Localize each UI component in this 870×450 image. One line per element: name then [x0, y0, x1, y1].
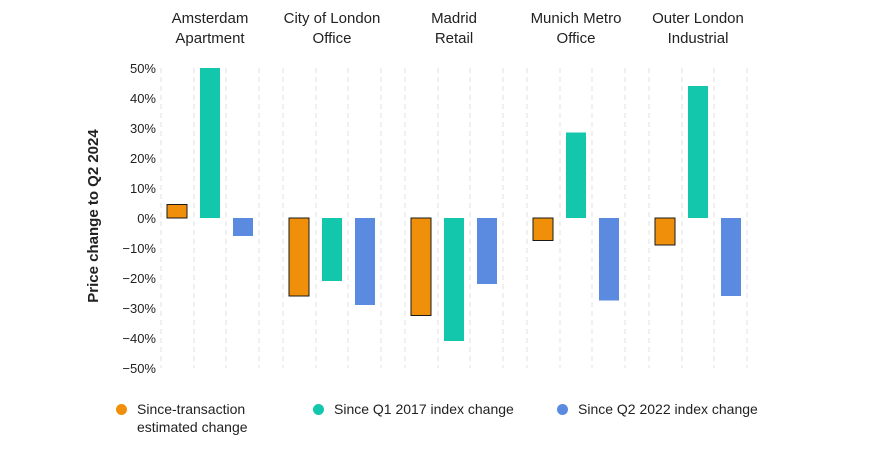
legend: Since-transaction estimated change Since…	[0, 400, 870, 445]
legend-item-since-transaction: Since-transaction estimated change	[116, 400, 248, 436]
bar	[477, 218, 497, 284]
y-tick-label: −20%	[122, 271, 156, 286]
y-tick-label: 40%	[130, 91, 156, 106]
legend-dot-orange	[116, 404, 127, 415]
bar	[166, 204, 188, 219]
bar	[288, 217, 310, 297]
y-axis-label: Price change to Q2 2024	[85, 129, 102, 303]
panel-title: City of London Office	[284, 10, 381, 47]
bar	[355, 218, 375, 305]
legend-label: Since Q2 2022 index change	[578, 401, 758, 417]
panel-titles: Amsterdam Apartment City of London Office Ma…	[172, 10, 744, 47]
bar	[322, 218, 342, 281]
bar	[532, 217, 554, 241]
bar	[200, 68, 220, 218]
legend-dot-blue	[557, 404, 568, 415]
panel-title: Amsterdam Apartment	[172, 10, 249, 47]
legend-label: Since Q1 2017 index change	[334, 401, 514, 417]
y-tick-label: 50%	[130, 61, 156, 76]
bar	[410, 217, 432, 316]
y-tick-label: 30%	[130, 121, 156, 136]
y-tick-label: −30%	[122, 301, 156, 316]
y-tick-label: −50%	[122, 361, 156, 376]
bar	[654, 217, 676, 246]
grid-lines	[160, 68, 748, 368]
y-tick-label: 10%	[130, 181, 156, 196]
bar	[233, 218, 253, 236]
panel-title: Munich Metro Office	[531, 10, 622, 47]
bar	[721, 218, 741, 296]
chart-svg: Price change to Q2 2024 50% 40% 30% 20% 10% 0…	[85, 10, 748, 376]
panel-title: Outer London Industrial	[652, 10, 744, 47]
y-tick-label: −40%	[122, 331, 156, 346]
y-tick-label: 20%	[130, 151, 156, 166]
bar	[599, 218, 619, 301]
bar	[566, 132, 586, 218]
y-tick-label: 0%	[137, 211, 156, 226]
bars	[166, 68, 741, 341]
bar	[688, 86, 708, 218]
legend-item-since-q2-2022: Since Q2 2022 index change	[557, 400, 758, 418]
y-tick-label: −10%	[122, 241, 156, 256]
bar	[444, 218, 464, 341]
legend-dot-teal	[313, 404, 324, 415]
legend-item-since-q1-2017: Since Q1 2017 index change	[313, 400, 514, 418]
legend-label: Since-transaction estimated change	[137, 401, 248, 435]
y-axis-ticks: 50% 40% 30% 20% 10% 0% −10% −20% −30% −40% −50%	[122, 61, 156, 376]
panel-title: Madrid Retail	[431, 10, 477, 47]
